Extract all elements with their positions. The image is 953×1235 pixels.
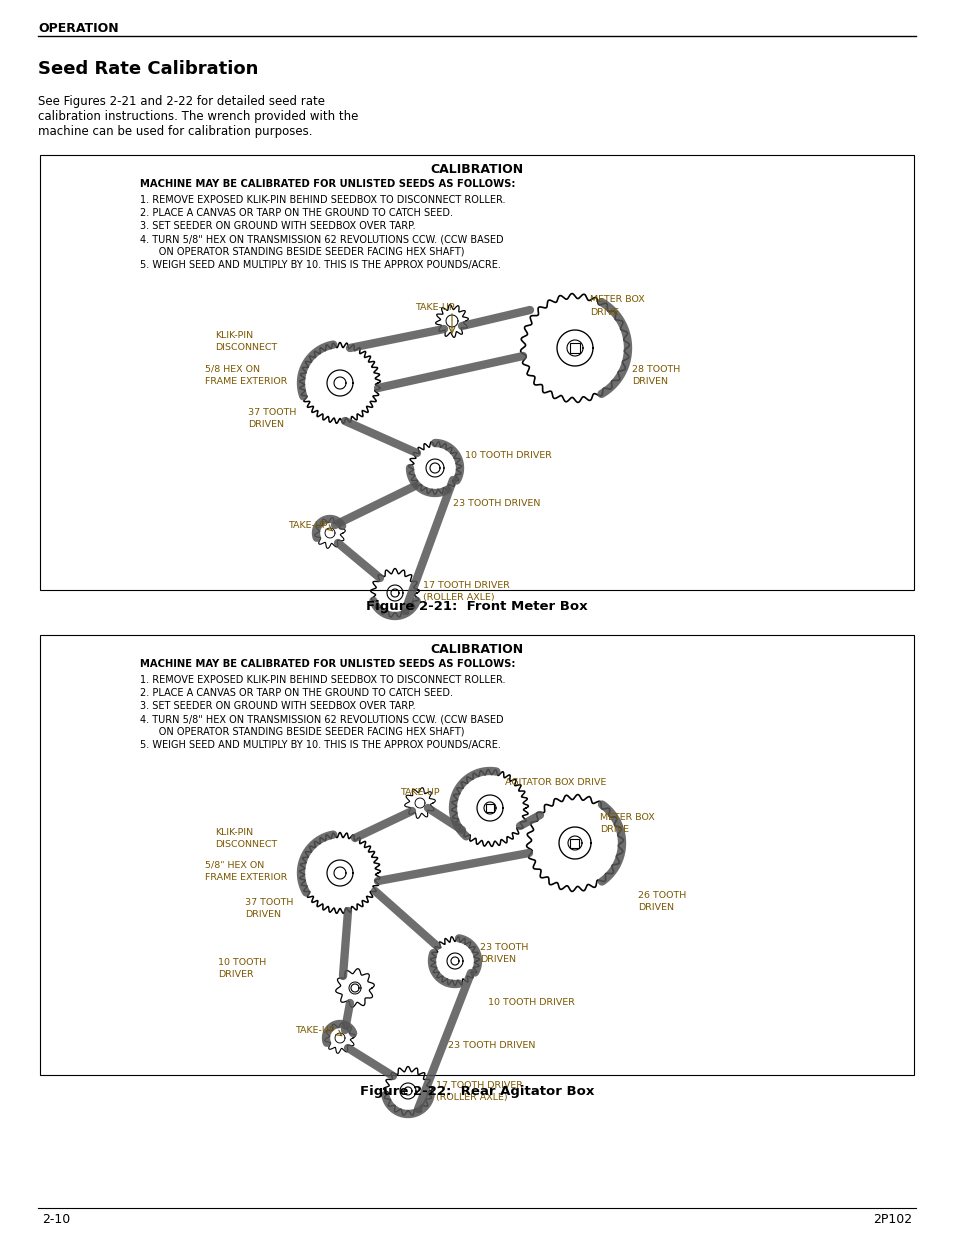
Text: 26 TOOTH: 26 TOOTH: [638, 890, 685, 900]
Text: KLIK-PIN: KLIK-PIN: [214, 827, 253, 837]
Text: CALIBRATION: CALIBRATION: [430, 643, 523, 656]
Text: FRAME EXTERIOR: FRAME EXTERIOR: [205, 377, 287, 387]
Text: 5/8 HEX ON: 5/8 HEX ON: [205, 366, 260, 374]
Text: 17 TOOTH DRIVER: 17 TOOTH DRIVER: [422, 580, 509, 590]
Text: 2. PLACE A CANVAS OR TARP ON THE GROUND TO CATCH SEED.: 2. PLACE A CANVAS OR TARP ON THE GROUND …: [140, 688, 453, 698]
Text: 23 TOOTH DRIVEN: 23 TOOTH DRIVEN: [448, 1041, 535, 1050]
Text: DRIVEN: DRIVEN: [245, 910, 281, 919]
Text: DRIVE: DRIVE: [599, 825, 628, 834]
Text: 23 TOOTH DRIVEN: 23 TOOTH DRIVEN: [453, 499, 539, 508]
Text: 4. TURN 5/8" HEX ON TRANSMISSION 62 REVOLUTIONS CCW. (CCW BASED: 4. TURN 5/8" HEX ON TRANSMISSION 62 REVO…: [140, 714, 503, 724]
Text: METER BOX: METER BOX: [589, 295, 644, 304]
Text: 4. TURN 5/8" HEX ON TRANSMISSION 62 REVOLUTIONS CCW. (CCW BASED: 4. TURN 5/8" HEX ON TRANSMISSION 62 REVO…: [140, 233, 503, 245]
Text: Figure 2-21:  Front Meter Box: Figure 2-21: Front Meter Box: [366, 600, 587, 613]
Text: 1. REMOVE EXPOSED KLIK-PIN BEHIND SEEDBOX TO DISCONNECT ROLLER.: 1. REMOVE EXPOSED KLIK-PIN BEHIND SEEDBO…: [140, 676, 505, 685]
Text: See Figures 2-21 and 2-22 for detailed seed rate: See Figures 2-21 and 2-22 for detailed s…: [38, 95, 325, 107]
Text: 1. REMOVE EXPOSED KLIK-PIN BEHIND SEEDBOX TO DISCONNECT ROLLER.: 1. REMOVE EXPOSED KLIK-PIN BEHIND SEEDBO…: [140, 195, 505, 205]
Text: 5. WEIGH SEED AND MULTIPLY BY 10. THIS IS THE APPROX POUNDS/ACRE.: 5. WEIGH SEED AND MULTIPLY BY 10. THIS I…: [140, 740, 500, 750]
Text: 3. SET SEEDER ON GROUND WITH SEEDBOX OVER TARP.: 3. SET SEEDER ON GROUND WITH SEEDBOX OVE…: [140, 701, 416, 711]
Bar: [570, 839, 578, 847]
Text: 3. SET SEEDER ON GROUND WITH SEEDBOX OVER TARP.: 3. SET SEEDER ON GROUND WITH SEEDBOX OVE…: [140, 221, 416, 231]
Text: ON OPERATOR STANDING BESIDE SEEDER FACING HEX SHAFT): ON OPERATOR STANDING BESIDE SEEDER FACIN…: [140, 727, 464, 737]
Text: DRIVEN: DRIVEN: [248, 420, 284, 429]
Bar: [569, 343, 579, 353]
Bar: [485, 804, 494, 811]
Text: 2. PLACE A CANVAS OR TARP ON THE GROUND TO CATCH SEED.: 2. PLACE A CANVAS OR TARP ON THE GROUND …: [140, 207, 453, 219]
Text: METER BOX: METER BOX: [599, 813, 654, 823]
Text: calibration instructions. The wrench provided with the: calibration instructions. The wrench pro…: [38, 110, 358, 124]
Text: MACHINE MAY BE CALIBRATED FOR UNLISTED SEEDS AS FOLLOWS:: MACHINE MAY BE CALIBRATED FOR UNLISTED S…: [140, 659, 515, 669]
Text: DISCONNECT: DISCONNECT: [214, 840, 277, 848]
Text: KLIK-PIN: KLIK-PIN: [214, 331, 253, 340]
Bar: [40, 156, 913, 590]
Text: DRIVE: DRIVE: [589, 308, 618, 317]
Text: CALIBRATION: CALIBRATION: [430, 163, 523, 177]
Text: TAKE-UP: TAKE-UP: [399, 788, 439, 797]
Text: machine can be used for calibration purposes.: machine can be used for calibration purp…: [38, 125, 313, 138]
Text: AGITATOR BOX DRIVE: AGITATOR BOX DRIVE: [504, 778, 606, 787]
Text: (ROLLER AXLE): (ROLLER AXLE): [422, 593, 494, 601]
Text: 2P102: 2P102: [872, 1213, 911, 1226]
Text: DISCONNECT: DISCONNECT: [214, 343, 277, 352]
Text: 28 TOOTH: 28 TOOTH: [631, 366, 679, 374]
Text: Figure 2-22:  Rear Agitator Box: Figure 2-22: Rear Agitator Box: [359, 1086, 594, 1098]
Text: DRIVER: DRIVER: [218, 969, 253, 979]
Text: 10 TOOTH: 10 TOOTH: [218, 958, 266, 967]
Text: DRIVEN: DRIVEN: [638, 903, 673, 911]
Text: OPERATION: OPERATION: [38, 22, 118, 35]
Text: 10 TOOTH DRIVER: 10 TOOTH DRIVER: [488, 998, 575, 1007]
Text: 23 TOOTH: 23 TOOTH: [479, 944, 528, 952]
Text: 37 TOOTH: 37 TOOTH: [245, 898, 294, 906]
Text: TAKE-UP: TAKE-UP: [294, 1026, 335, 1035]
Bar: [40, 635, 913, 1074]
Text: 10 TOOTH DRIVER: 10 TOOTH DRIVER: [464, 451, 551, 459]
Text: Seed Rate Calibration: Seed Rate Calibration: [38, 61, 258, 78]
Text: DRIVEN: DRIVEN: [479, 955, 516, 965]
Text: 37 TOOTH: 37 TOOTH: [248, 408, 296, 417]
Text: DRIVEN: DRIVEN: [631, 377, 667, 387]
Text: (ROLLER AXLE): (ROLLER AXLE): [436, 1093, 507, 1102]
Text: 17 TOOTH DRIVER: 17 TOOTH DRIVER: [436, 1081, 522, 1091]
Text: 5/8" HEX ON: 5/8" HEX ON: [205, 861, 264, 869]
Text: FRAME EXTERIOR: FRAME EXTERIOR: [205, 873, 287, 882]
Text: ON OPERATOR STANDING BESIDE SEEDER FACING HEX SHAFT): ON OPERATOR STANDING BESIDE SEEDER FACIN…: [140, 247, 464, 257]
Text: MACHINE MAY BE CALIBRATED FOR UNLISTED SEEDS AS FOLLOWS:: MACHINE MAY BE CALIBRATED FOR UNLISTED S…: [140, 179, 515, 189]
Text: 2-10: 2-10: [42, 1213, 71, 1226]
Text: TAKE-UP: TAKE-UP: [415, 303, 455, 312]
Text: TAKE-UP: TAKE-UP: [288, 521, 327, 530]
Text: 5. WEIGH SEED AND MULTIPLY BY 10. THIS IS THE APPROX POUNDS/ACRE.: 5. WEIGH SEED AND MULTIPLY BY 10. THIS I…: [140, 261, 500, 270]
